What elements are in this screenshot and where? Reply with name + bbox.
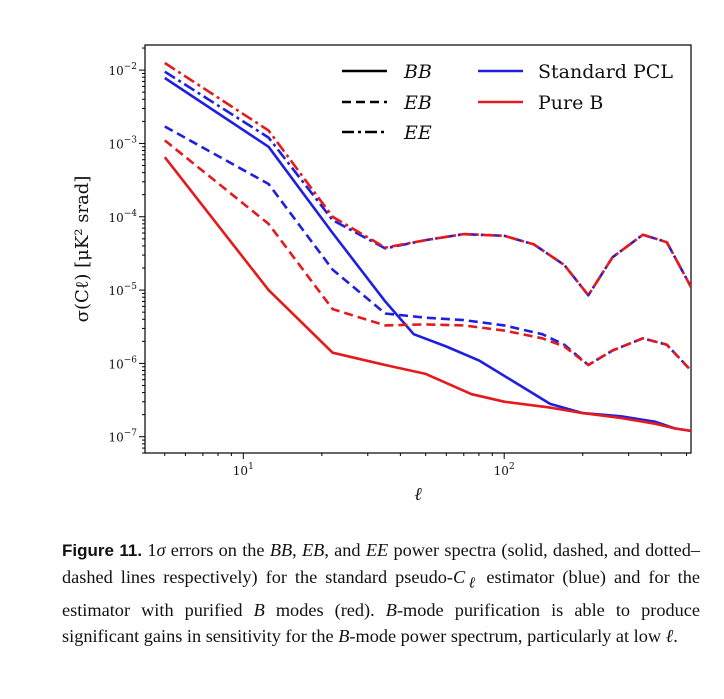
figure-caption: Figure 11. 1σ errors on the BB, EB, and … [62, 537, 700, 649]
caption-text: power spectra (solid, dashed, and dotted… [62, 540, 700, 587]
caption-text: estimator (blue) and for the estimator w… [62, 567, 700, 620]
caption-text: . [673, 625, 678, 646]
y-axis-label: σ(Cℓ) [μK² srad] [72, 176, 93, 323]
caption-ell: ℓ [665, 625, 674, 646]
caption-text: -mode purification is able to produce si… [62, 599, 700, 646]
series-eb-standard-pcl [164, 125, 691, 372]
caption-sigma: σ [156, 540, 166, 560]
legend-label-bb: BB [403, 61, 432, 83]
legend-label-ee: EE [403, 122, 432, 144]
y-tick-label: 10−3 [108, 135, 137, 151]
series-bb-pure-b [163, 156, 691, 433]
x-tick-label: 101 [233, 462, 254, 478]
caption-text: , and [324, 540, 366, 560]
caption-bb: BB [269, 540, 293, 560]
caption-eb: EB [302, 540, 325, 560]
caption-ell: ℓ [465, 574, 479, 592]
legend-label-pure-b: Pure B [538, 92, 603, 114]
x-tick-label: 102 [494, 462, 515, 478]
y-tick-label: 10−6 [108, 355, 137, 371]
caption-c: C [453, 567, 466, 587]
caption-text: , [292, 540, 302, 560]
caption-text: -mode power spectrum, particularly at lo… [349, 625, 666, 646]
legend: BB EB EE Standard PCL Pure B [342, 61, 673, 144]
caption-text: errors on the [165, 540, 270, 560]
caption-ee: EE [365, 540, 389, 560]
series-eb-pure-b [163, 139, 691, 372]
y-tick-label: 10−7 [108, 429, 137, 445]
y-tick-label: 10−5 [108, 282, 137, 298]
caption-text: 1 [142, 540, 157, 560]
series-ee-pure-b [164, 61, 691, 297]
chart: 10−2 10−3 10−4 10−5 10−6 10−7 101 102 BB EB EE … [72, 44, 692, 505]
legend-label-eb: EB [403, 92, 432, 114]
caption-text: modes (red). [264, 599, 386, 620]
caption-b: B [253, 599, 265, 620]
plot-frame [144, 44, 692, 454]
series-ee-standard-pcl [164, 70, 691, 297]
series-bb-standard-pcl [164, 76, 691, 433]
caption-b: B [385, 599, 397, 620]
y-tick-label: 10−4 [108, 209, 137, 225]
x-axis-label: ℓ [414, 484, 422, 505]
caption-label: Figure 11. [62, 541, 143, 560]
caption-b: B [338, 625, 350, 646]
legend-label-standard-pcl: Standard PCL [538, 61, 673, 83]
y-tick-label: 10−2 [108, 62, 137, 78]
